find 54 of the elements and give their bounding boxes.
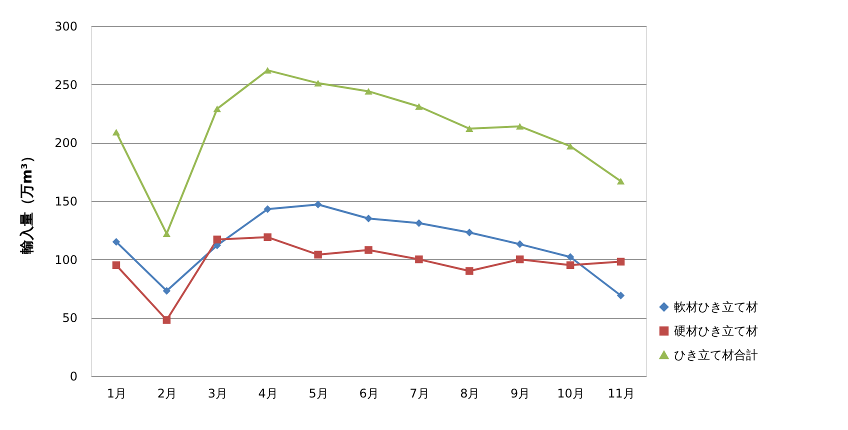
legend-label: 硬材ひき立て材 <box>674 324 758 338</box>
point <box>162 230 171 238</box>
x-tick-label: 4月 <box>258 386 278 400</box>
point <box>566 253 574 261</box>
point <box>162 286 171 295</box>
point <box>162 316 171 324</box>
x-tick-label: 1月 <box>106 386 127 400</box>
y-tick-label: 150 <box>54 194 78 208</box>
point <box>616 292 625 300</box>
point <box>213 236 222 244</box>
x-tick-label: 9月 <box>510 386 530 400</box>
y-axis-title: 輸入量（万m³） <box>20 149 36 255</box>
x-tick-label: 6月 <box>359 386 379 400</box>
y-tick-label: 250 <box>54 78 78 92</box>
x-tick-label: 10月 <box>557 386 584 400</box>
x-tick-label: 3月 <box>208 386 228 400</box>
point <box>415 103 423 110</box>
legend-label: ひき立て材合計 <box>674 348 758 362</box>
point <box>364 246 372 254</box>
y-tick-label: 0 <box>70 370 78 384</box>
point <box>466 267 474 275</box>
point <box>314 200 322 208</box>
point <box>516 255 524 264</box>
legend-label: 軟材ひき立て材 <box>674 300 758 314</box>
point <box>466 228 474 236</box>
point <box>264 205 272 214</box>
x-tick-label: 11月 <box>608 386 635 400</box>
y-tick-label: 300 <box>54 20 78 34</box>
point <box>616 258 625 266</box>
x-tick-label: 7月 <box>410 386 430 400</box>
point <box>112 261 120 270</box>
point <box>566 142 574 150</box>
point <box>415 255 423 264</box>
x-tick-label: 5月 <box>308 386 328 400</box>
y-tick-label: 50 <box>62 311 78 326</box>
point <box>264 233 272 242</box>
x-tick-label: 2月 <box>157 386 177 400</box>
point <box>566 261 574 270</box>
point <box>516 122 524 130</box>
point <box>112 128 120 136</box>
y-tick-label: 100 <box>54 252 78 267</box>
point <box>264 66 272 74</box>
y-tick-label: 200 <box>54 136 78 150</box>
point <box>516 240 524 248</box>
point <box>616 178 625 185</box>
point <box>364 88 372 95</box>
x-tick-label: 8月 <box>460 386 480 400</box>
point <box>415 219 423 228</box>
point <box>466 125 474 132</box>
point <box>213 105 222 112</box>
point <box>364 214 372 222</box>
point <box>314 80 322 87</box>
point <box>314 250 322 259</box>
point <box>112 238 120 246</box>
